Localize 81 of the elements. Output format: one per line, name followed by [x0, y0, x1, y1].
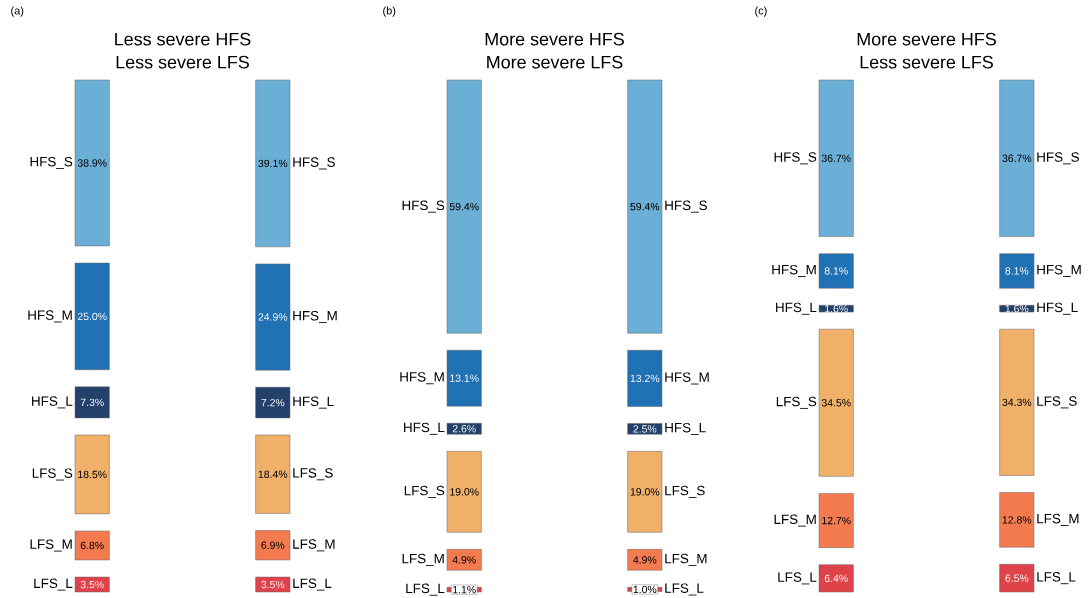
category-label: HFS_S	[774, 152, 817, 165]
category-label: LFS_S	[32, 468, 73, 481]
category-label: LFS_L	[665, 583, 704, 596]
data-label: 59.4%	[449, 203, 479, 211]
data-label: 7.3%	[80, 398, 104, 407]
data-label: 4.9%	[452, 556, 476, 564]
data-label: 6.9%	[261, 541, 285, 550]
category-label: LFS_M	[774, 514, 816, 527]
text: Less severe LFS	[860, 55, 993, 69]
category-label: HFS_M	[293, 311, 337, 324]
data-label: 6.8%	[80, 541, 104, 550]
category-label: LFS_M	[402, 553, 444, 566]
data-label: 34.5%	[821, 399, 851, 407]
category-label: LFS_S	[776, 396, 817, 409]
data-label: 2.6%	[452, 425, 476, 433]
category-label: LFS_L	[293, 578, 332, 591]
text: More severe HFS	[485, 32, 624, 46]
data-label: 13.1%	[450, 374, 479, 383]
data-label: 19.0%	[450, 488, 479, 496]
category-label: HFS_S	[293, 157, 335, 170]
category-label: HFS_L	[1037, 302, 1078, 315]
category-label: HFS_L	[32, 396, 73, 409]
data-label: 8.1%	[1005, 267, 1029, 275]
data-label: 25.0%	[77, 312, 107, 321]
text: (b)	[383, 6, 396, 17]
category-label: LFS_M	[1037, 514, 1079, 527]
category-label: HFS_M	[1037, 265, 1081, 278]
category-label: HFS_L	[776, 302, 817, 315]
category-label: HFS_S	[1037, 152, 1079, 165]
data-label: 3.5%	[261, 580, 285, 589]
category-label: LFS_M	[665, 553, 707, 566]
data-label: 34.3%	[1002, 398, 1032, 407]
data-label: 18.5%	[78, 470, 107, 479]
category-label: HFS_L	[293, 396, 334, 409]
category-label: LFS_L	[778, 572, 817, 585]
text: (c)	[755, 6, 767, 17]
data-label: 13.2%	[630, 374, 660, 383]
category-label: LFS_L	[1037, 572, 1076, 585]
category-label: LFS_S	[404, 485, 445, 498]
category-label: LFS_L	[34, 578, 73, 591]
data-label: 4.9%	[633, 556, 657, 564]
data-label: 8.1%	[824, 267, 848, 275]
data-label: 1.6%	[1005, 305, 1029, 313]
category-label: LFS_M	[30, 539, 72, 552]
category-label: HFS_S	[30, 157, 73, 170]
text: Less severe LFS	[116, 55, 249, 69]
category-label: HFS_L	[665, 423, 706, 436]
data-label: 6.4%	[824, 574, 848, 583]
data-label: 18.4%	[258, 470, 288, 479]
category-label: HFS_S	[665, 200, 707, 213]
data-label: 1.6%	[825, 305, 848, 313]
data-label: 36.7%	[821, 154, 851, 163]
category-label: LFS_S	[665, 485, 705, 498]
category-label: LFS_L	[406, 583, 445, 596]
data-label: 7.2%	[261, 399, 285, 407]
category-label: HFS_M	[400, 372, 444, 385]
category-label: HFS_M	[772, 265, 816, 278]
category-label: HFS_M	[28, 310, 72, 323]
data-label: 6.5%	[1005, 574, 1029, 582]
data-label: 39.1%	[258, 159, 288, 168]
data-label: 1.1%	[453, 586, 476, 594]
category-label: HFS_M	[665, 372, 709, 385]
data-label: 19.0%	[630, 488, 660, 496]
category-label: LFS_S	[1037, 396, 1077, 409]
data-label: 12.7%	[822, 517, 851, 525]
text: More severe HFS	[857, 32, 996, 46]
data-label: 12.8%	[1002, 516, 1032, 524]
text: (a)	[11, 6, 24, 17]
data-label: 59.4%	[630, 203, 660, 211]
data-label: 24.9%	[258, 313, 288, 321]
data-label: 3.5%	[80, 580, 104, 589]
category-label: LFS_M	[293, 539, 335, 552]
data-label: 38.9%	[77, 159, 107, 167]
data-label: 1.0%	[633, 585, 657, 594]
category-label: LFS_S	[293, 468, 333, 481]
category-label: HFS_S	[402, 200, 445, 213]
data-label: 2.5%	[633, 425, 657, 433]
category-label: HFS_L	[404, 422, 445, 435]
text: Less severe HFS	[115, 32, 251, 46]
data-label: 36.7%	[1002, 154, 1032, 163]
text: More severe LFS	[487, 55, 623, 69]
